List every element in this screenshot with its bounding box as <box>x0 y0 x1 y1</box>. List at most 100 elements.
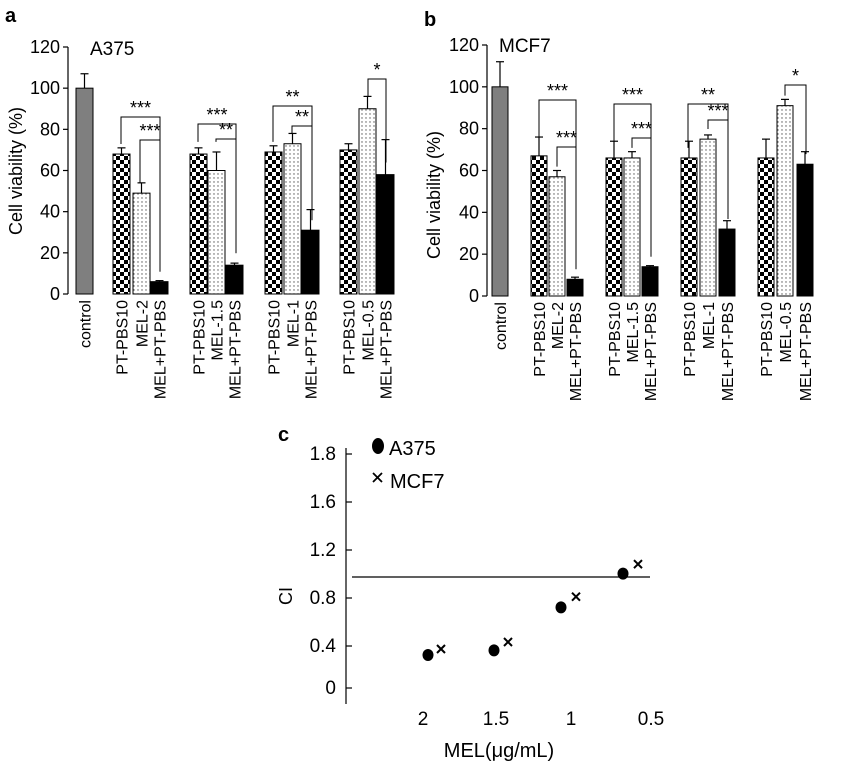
x-tick-label: MEL-2 <box>135 300 152 347</box>
mcf7-point <box>633 559 643 569</box>
y-tick-label: 0 <box>50 284 60 304</box>
bar <box>757 157 775 297</box>
x-tick-label: PT-PBS10 <box>532 302 549 377</box>
significance-label: * <box>373 60 380 80</box>
y-tick-label: 100 <box>30 78 60 98</box>
bar <box>718 228 736 297</box>
x-tick-label: MEL+PT-PBS <box>379 300 396 399</box>
significance-label: *** <box>206 105 227 125</box>
panel-b-letter: b <box>424 9 436 31</box>
x-tick-label: PT-PBS10 <box>759 302 776 377</box>
x-tick-label: MEL+PT-PBS <box>304 300 321 399</box>
significance-label: *** <box>139 121 160 141</box>
panel-b-y-ticks: 0 20 40 60 80 100 120 <box>449 35 487 306</box>
legend-dot-marker <box>372 438 384 454</box>
x-tick-label: PT-PBS10 <box>342 300 359 375</box>
a375-point <box>488 644 500 657</box>
panel-c: c CI MEL(μg/mL) 0 0.4 0.8 1.2 1.6 1.8 2 1.5 1 0.… <box>276 424 664 762</box>
bar <box>548 176 566 297</box>
x-tick-label: MEL-1.5 <box>625 302 642 363</box>
y-tick-label: 0.8 <box>310 588 336 609</box>
significance-bracket <box>631 137 652 257</box>
x-tick-label: MEL-2 <box>550 302 567 349</box>
x-tick-label: MEL+PT-PBS <box>568 302 585 401</box>
significance-label: *** <box>547 81 568 101</box>
bar <box>225 264 244 295</box>
y-tick-label: 120 <box>449 35 479 55</box>
bar <box>566 278 584 297</box>
panel-c-legend: A375 MCF7 <box>372 438 444 493</box>
bar <box>530 155 548 297</box>
bar <box>680 157 698 297</box>
y-tick-label: 80 <box>40 119 60 139</box>
y-tick-label: 1.8 <box>310 444 336 465</box>
bar <box>699 138 717 297</box>
bar <box>623 157 641 297</box>
legend-x-marker <box>372 472 383 483</box>
significance-label: *** <box>631 119 652 139</box>
panel-a-ylabel: Cell viability (%) <box>6 107 26 235</box>
x-tick-label: MEL+PT-PBS <box>720 302 737 401</box>
panel-b-ylabel: Cell viability (%) <box>424 131 444 259</box>
bar <box>264 151 283 295</box>
significance-label: *** <box>130 98 151 118</box>
x-tick-label: MEL-1 <box>286 300 303 347</box>
panel-b-bars <box>491 61 814 297</box>
y-tick-label: 20 <box>459 244 479 264</box>
x-tick-label: 2 <box>418 709 429 730</box>
bar <box>207 170 226 295</box>
panel-b-x-labels: control PT-PBS10 MEL-2 MEL+PT-PBS PT-PBS10 ME… <box>493 302 815 401</box>
bar <box>301 229 320 295</box>
panel-c-xlabel: MEL(μg/mL) <box>444 740 554 762</box>
significance-bracket <box>291 125 313 221</box>
x-tick-label: MEL+PT-PBS <box>228 300 245 399</box>
bar <box>112 153 131 295</box>
bar <box>641 266 659 297</box>
significance-bracket <box>139 139 161 272</box>
a375-point <box>422 648 434 661</box>
bar <box>605 157 623 297</box>
significance-label: ** <box>701 85 715 105</box>
panel-a-y-ticks: 0 20 40 60 80 100 120 <box>30 37 68 304</box>
x-tick-label: control <box>493 302 510 350</box>
x-tick-label: 0.5 <box>638 709 664 730</box>
y-tick-label: 0 <box>469 286 479 306</box>
significance-bracket <box>367 78 387 163</box>
y-tick-label: 80 <box>459 119 479 139</box>
significance-label: ** <box>295 107 309 127</box>
significance-bracket <box>707 119 729 219</box>
panel-a-bars <box>75 73 395 295</box>
y-tick-label: 0 <box>325 678 336 699</box>
x-tick-label: PT-PBS10 <box>267 300 284 375</box>
significance-label: *** <box>707 101 728 121</box>
x-tick-label: MEL-0.5 <box>778 302 795 363</box>
panel-b: b MCF7 Cell viability (%) 0 20 40 60 80 100 12… <box>424 9 815 401</box>
mcf7-point-stroke <box>503 637 513 647</box>
significance-label: *** <box>556 128 577 148</box>
y-tick-label: 0.4 <box>310 636 337 657</box>
mcf7-point-stroke <box>571 591 581 602</box>
bar <box>189 153 208 295</box>
x-tick-label: 1 <box>566 709 577 730</box>
x-tick-label: MEL+PT-PBS <box>798 302 815 401</box>
panel-c-y-ticks: 0 0.4 0.8 1.2 1.6 1.8 <box>310 444 352 699</box>
significance-bracket <box>215 138 237 254</box>
x-tick-label: PT-PBS10 <box>192 300 209 375</box>
y-tick-label: 20 <box>40 243 60 263</box>
significance-label: ** <box>285 87 299 107</box>
panel-a-significance: **************** <box>120 60 387 272</box>
bar <box>150 281 169 295</box>
x-tick-label: PT-PBS10 <box>607 302 624 377</box>
y-tick-label: 100 <box>449 77 479 97</box>
x-tick-label: control <box>78 300 95 348</box>
significance-label: ** <box>219 120 233 140</box>
bar <box>776 105 794 297</box>
bar <box>491 86 509 297</box>
legend-a375-label: A375 <box>389 438 436 460</box>
significance-label: *** <box>622 85 643 105</box>
significance-label: * <box>792 66 799 86</box>
x-tick-label: MEL+PT-PBS <box>153 300 170 399</box>
x-tick-label: PT-PBS10 <box>682 302 699 377</box>
x-tick-label: PT-PBS10 <box>115 300 132 375</box>
